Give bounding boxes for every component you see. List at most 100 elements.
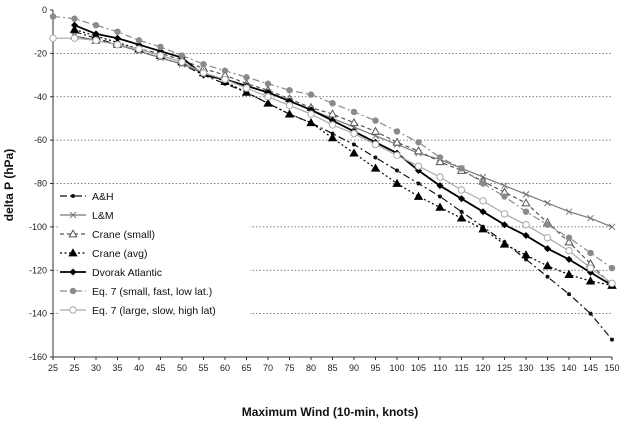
data-point xyxy=(393,128,401,135)
data-point xyxy=(608,264,616,272)
data-point xyxy=(436,173,444,181)
legend-label: Dvorak Atlantic xyxy=(92,267,162,279)
legend-swatch-marker xyxy=(71,194,75,198)
data-point xyxy=(456,213,467,222)
data-point xyxy=(264,93,272,101)
data-point xyxy=(92,21,100,29)
marker-stroke xyxy=(522,190,530,198)
legend-item: Eq. 7 (large, slow, high lat) xyxy=(60,305,216,317)
data-point xyxy=(521,198,531,207)
y-tick-label: -120 xyxy=(29,265,47,275)
data-point xyxy=(458,165,465,172)
x-tick-label: 90 xyxy=(349,363,359,373)
data-point xyxy=(114,28,121,35)
legend-label: A&H xyxy=(92,191,114,203)
y-tick-label: -140 xyxy=(29,309,47,319)
x-tick-label: 40 xyxy=(134,363,144,373)
series-line xyxy=(74,24,613,287)
legend-swatch-marker xyxy=(69,211,77,219)
y-tick-label: -60 xyxy=(34,135,47,145)
y-axis-ticks: 0 -20 -40 -60 -80 -100 -120 -140 -160 xyxy=(29,5,53,362)
data-point xyxy=(241,87,252,96)
x-tick-label: 65 xyxy=(241,363,251,373)
data-point xyxy=(544,221,551,228)
x-tick-label: 25 xyxy=(48,363,58,373)
x-tick-label: 60 xyxy=(220,363,230,373)
data-point xyxy=(263,98,273,107)
data-point xyxy=(327,109,338,118)
data-point xyxy=(522,221,530,229)
data-point xyxy=(435,157,445,166)
data-point xyxy=(478,224,488,233)
data-point xyxy=(415,139,422,146)
data-point xyxy=(113,41,122,49)
data-point xyxy=(178,52,186,59)
data-point xyxy=(416,181,421,186)
data-point xyxy=(413,146,424,155)
data-point xyxy=(114,34,121,42)
legend-label: Eq. 7 (small, fast, low lat.) xyxy=(92,286,212,298)
data-point xyxy=(393,151,401,160)
data-point xyxy=(370,126,381,135)
data-point xyxy=(264,80,272,87)
data-point xyxy=(565,247,573,255)
x-tick-label: 130 xyxy=(518,363,533,373)
data-point xyxy=(49,13,57,20)
data-point xyxy=(92,30,100,38)
data-point xyxy=(307,110,315,118)
data-point xyxy=(436,182,444,190)
data-point xyxy=(542,261,553,270)
x-tick-label: 80 xyxy=(306,363,316,373)
data-point xyxy=(243,74,250,81)
data-point xyxy=(49,34,57,42)
data-point xyxy=(501,221,508,229)
x-tick-label: 110 xyxy=(433,363,447,373)
x-tick-label: 55 xyxy=(198,363,208,373)
data-point xyxy=(587,214,594,222)
legend-label: L&M xyxy=(92,210,114,222)
legend-item: Dvorak Atlantic xyxy=(60,267,162,279)
data-point xyxy=(306,117,316,127)
x-tick-label: 100 xyxy=(389,363,404,373)
legend-item: A&H xyxy=(60,191,114,203)
data-point xyxy=(608,223,616,231)
x-tick-label: 150 xyxy=(604,363,619,373)
data-point xyxy=(610,337,614,342)
y-tick-label: -160 xyxy=(29,352,47,362)
x-tick-label: 85 xyxy=(327,363,337,373)
data-point xyxy=(543,234,552,242)
series-line xyxy=(74,35,613,286)
data-series xyxy=(49,13,617,342)
marker-stroke xyxy=(565,208,573,216)
x-tick-label: 30 xyxy=(91,363,101,373)
x-tick-label: 120 xyxy=(475,363,490,373)
x-tick-label: 45 xyxy=(155,363,165,373)
y-tick-label: -100 xyxy=(29,222,47,232)
legend-item: L&M xyxy=(60,210,114,222)
data-point xyxy=(545,274,550,279)
data-point xyxy=(458,195,465,203)
legend: A&H L&M Crane (small) Crane (avg) Dvorak Atl… xyxy=(58,184,250,320)
marker-stroke xyxy=(608,223,616,231)
data-point xyxy=(564,269,574,278)
legend-swatch-marker xyxy=(69,306,77,314)
marker-stroke xyxy=(69,211,77,219)
marker-stroke xyxy=(501,182,508,190)
data-point xyxy=(395,168,399,173)
legend-swatch-marker xyxy=(68,229,78,238)
data-point xyxy=(501,182,508,190)
data-point xyxy=(565,208,573,216)
data-point xyxy=(479,197,487,205)
y-tick-label: -20 xyxy=(34,48,47,58)
data-point xyxy=(350,129,358,138)
data-point xyxy=(135,37,143,44)
data-point xyxy=(587,249,594,257)
data-point xyxy=(588,311,593,316)
legend-swatch-marker xyxy=(69,268,77,276)
data-point xyxy=(329,100,336,107)
legend-swatch-marker xyxy=(69,287,77,295)
legend-item: Eq. 7 (small, fast, low lat.) xyxy=(60,286,212,298)
gridlines xyxy=(53,52,612,315)
x-tick-label: 105 xyxy=(411,363,426,373)
